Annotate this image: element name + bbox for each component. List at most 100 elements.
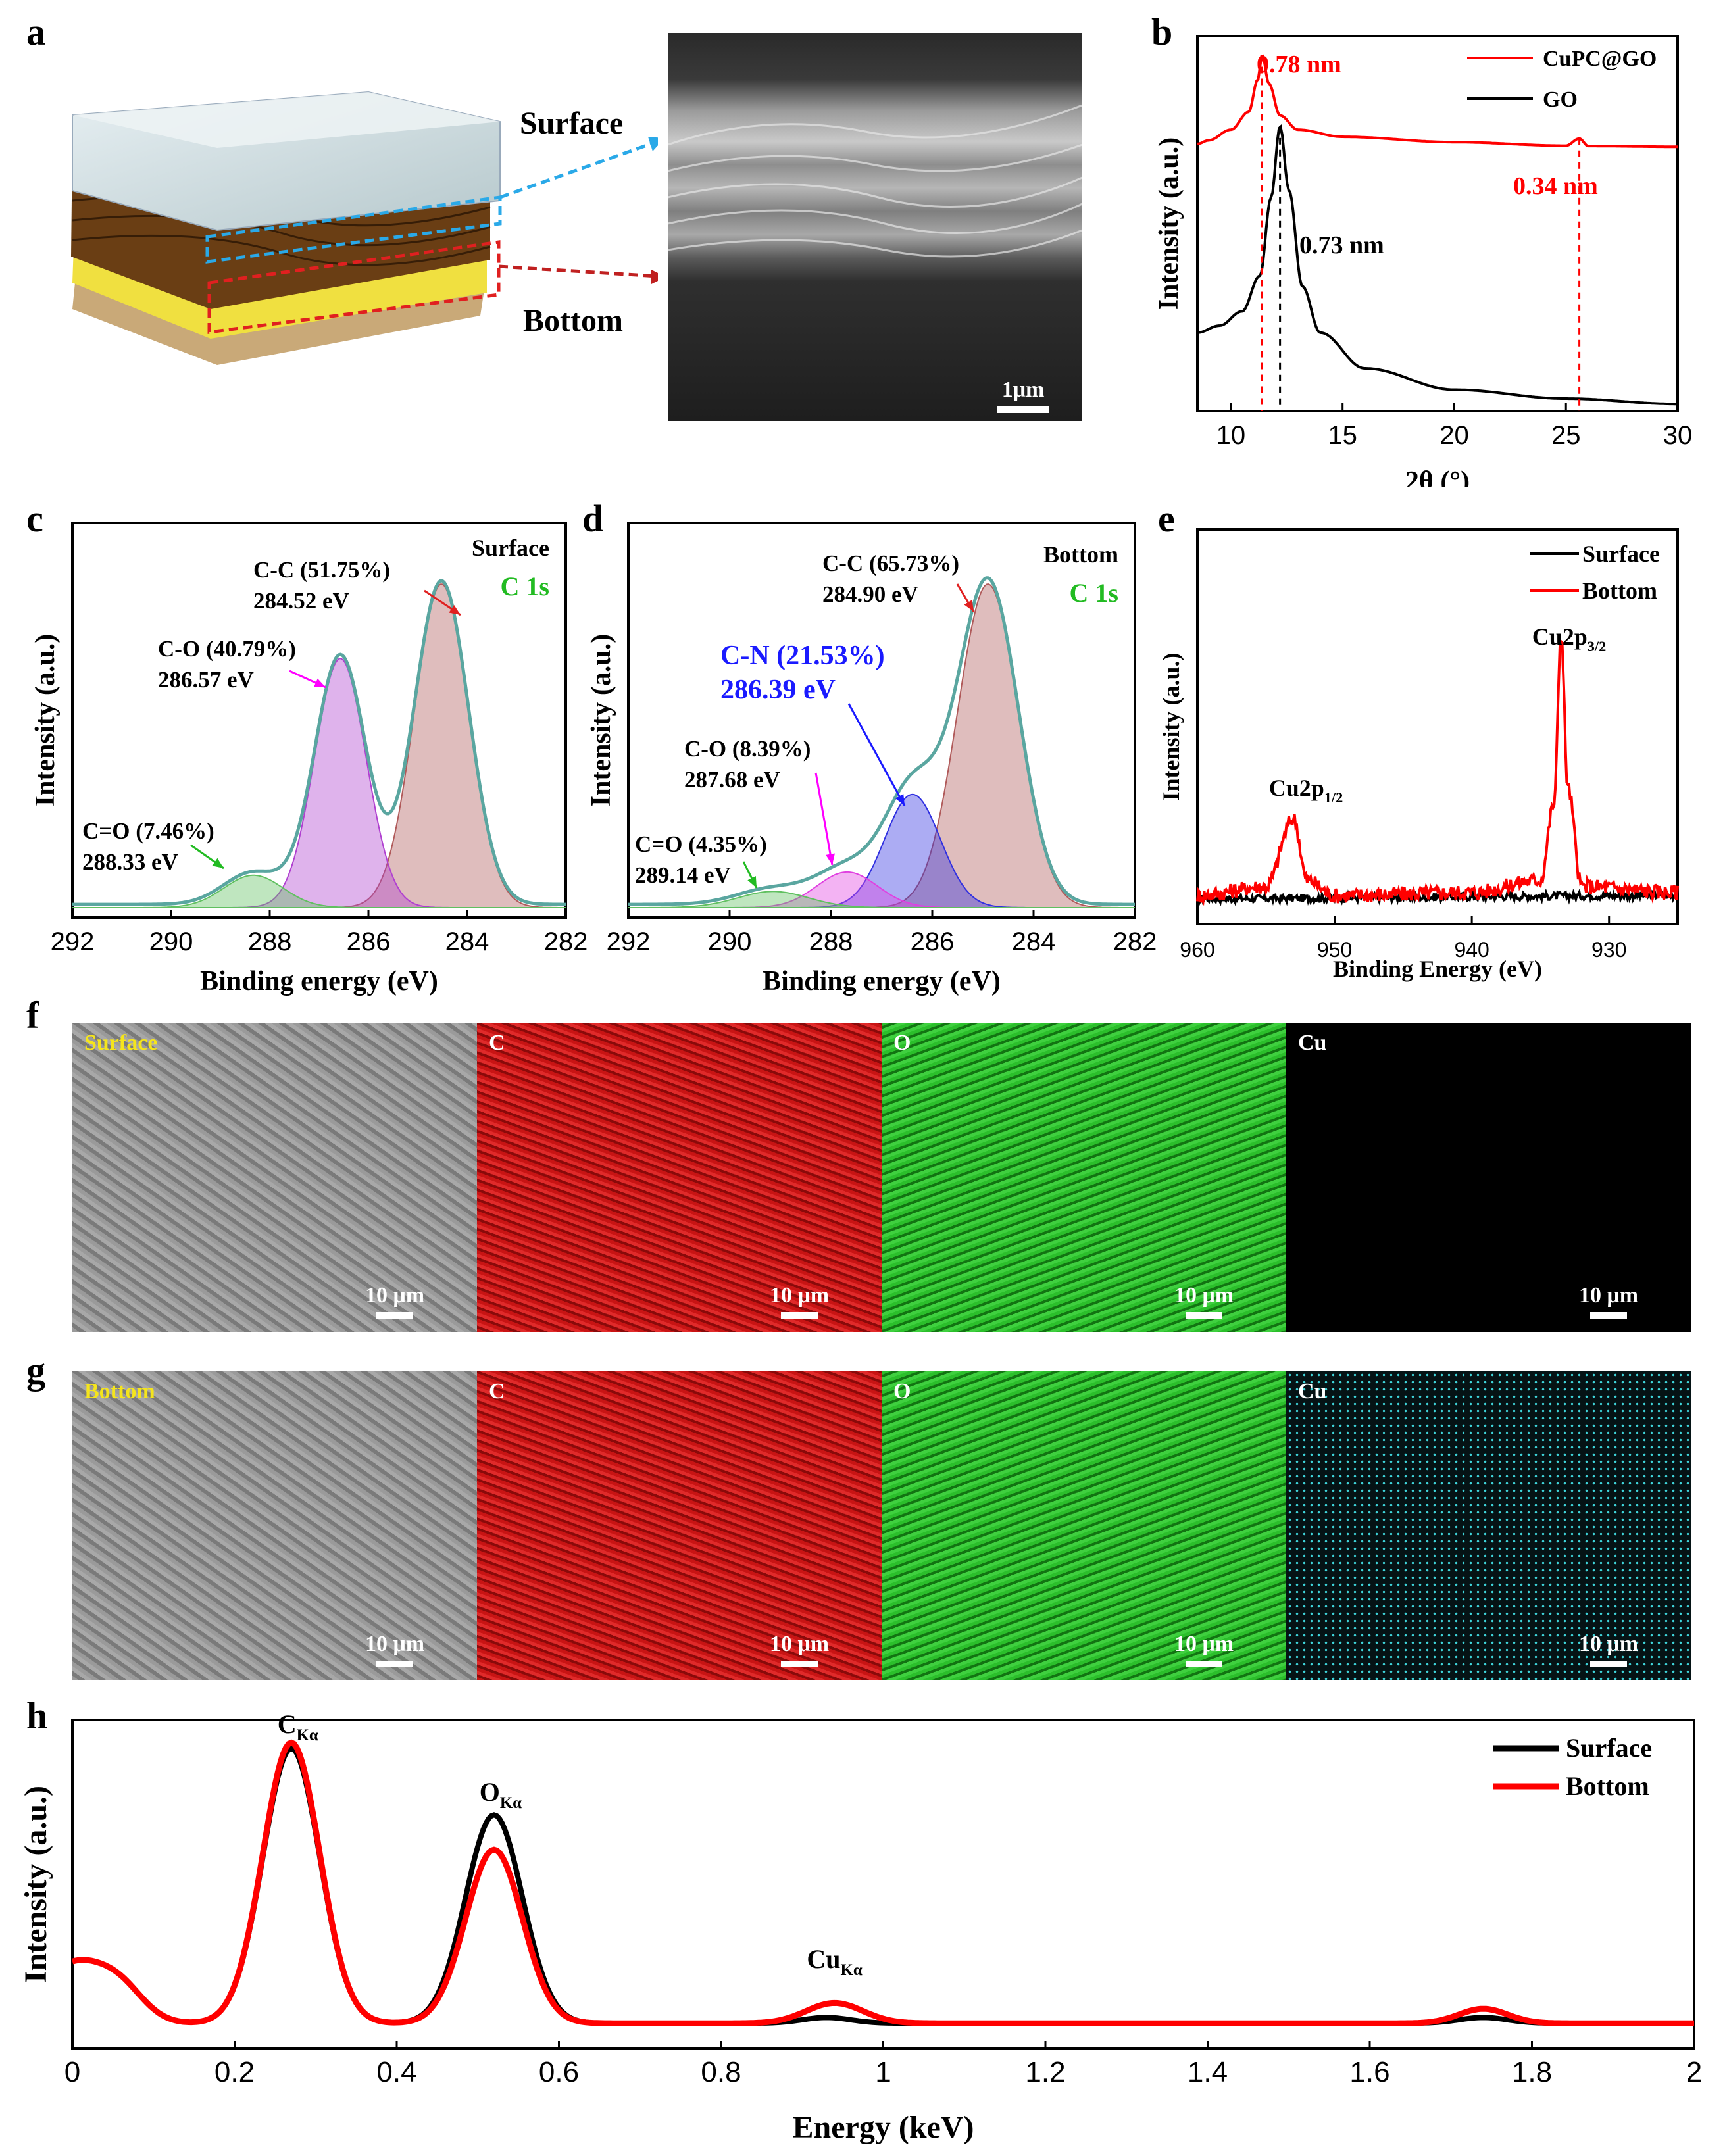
peak-percent: (40.79%) [206, 636, 296, 662]
x-tick-label: 290 [149, 927, 193, 956]
x-tick-label: 0 [64, 2056, 80, 2088]
plot-frame [1196, 528, 1679, 925]
eds-scale-bar: 10 μm [747, 1283, 852, 1319]
x-axis-label: Energy (keV) [793, 2110, 974, 2145]
peak-arrowhead-2 [212, 858, 224, 868]
x-tick-label: 1.2 [1025, 2056, 1065, 2088]
x-tick-label: 0.2 [214, 2056, 255, 2088]
eds-map-label: Bottom [84, 1379, 155, 1404]
peak-arrow-1 [847, 703, 906, 806]
peak-percent: (8.39%) [732, 736, 811, 762]
x-tick-label: 292 [607, 927, 651, 956]
scale-bar-text: 10 μm [1578, 1632, 1639, 1656]
peak-arrowhead-0 [449, 604, 461, 615]
series-line-CuPC@GO [1197, 54, 1678, 149]
panel-label-c: c [26, 497, 43, 540]
eds-map-f-c: C 10 μm [477, 1023, 882, 1332]
bottom-region-frame [207, 240, 501, 334]
peak-label-2: C=O (7.46%) [82, 818, 214, 844]
peak-name: C-C [253, 557, 300, 583]
eds-peak-label-C-sub: Kα [297, 1727, 318, 1744]
plot-frame [627, 522, 1136, 919]
scale-bar-text: 10 μm [364, 1283, 425, 1308]
x-tick-label: 1 [875, 2056, 891, 2088]
eds-peak-label-O-sub: Kα [500, 1794, 522, 1812]
cross-section-sem-image: 1μm [668, 33, 1082, 421]
legend-label: CuPC@GO [1543, 47, 1657, 71]
peak-arrowhead-0 [964, 600, 974, 612]
eds-map-g-o: O 10 μm [882, 1371, 1286, 1680]
peak-percent: (7.46%) [136, 818, 214, 844]
peak-annotation: 0.78 nm [1257, 51, 1341, 78]
x-tick-label: 940 [1454, 938, 1489, 962]
x-tick-label: 15 [1328, 421, 1357, 450]
peak-arrowhead-1 [314, 678, 326, 687]
y-axis-label: Intensity (a.u.) [18, 1786, 53, 1983]
y-axis-label: Intensity (a.u.) [1158, 652, 1184, 800]
peak-name: C-N [720, 641, 776, 671]
eds-map-g-cu: Cu 10 μm [1286, 1371, 1691, 1680]
panel-b-xrd-chart: 10 15 20 25 30 2θ (°) Intensity (a.u.) 0.78 nm 0… [1154, 35, 1693, 487]
panel-label-d: d [582, 497, 604, 540]
peak-energy-0: 284.52 eV [253, 588, 349, 614]
eds-map-label: O [893, 1031, 911, 1055]
eds-scale-bar: 10 μm [1151, 1632, 1257, 1667]
peak-energy-2: 287.68 eV [684, 767, 780, 793]
eds-map-label: C [489, 1031, 505, 1055]
x-tick-label: 284 [1012, 927, 1056, 956]
peak-name: C=O [635, 831, 688, 857]
legend-label: Bottom [1566, 1771, 1649, 1801]
eds-peak-label-Cu-main: Cu [807, 1944, 840, 1974]
peak-label-3: C=O (4.35%) [635, 831, 767, 857]
plot-frame [71, 522, 567, 919]
eds-map-label: Surface [84, 1031, 158, 1055]
x-tick-label: 288 [248, 927, 292, 956]
legend-label: Surface [1582, 541, 1660, 567]
spectrum-title: C 1s [501, 572, 549, 601]
peak-energy-1: 286.39 eV [720, 675, 836, 705]
peak-percent: (65.73%) [869, 551, 959, 576]
peak-percent: (4.35%) [688, 831, 767, 857]
x-tick-label: 960 [1180, 938, 1214, 962]
panel-label-b: b [1151, 11, 1173, 53]
x-tick-label: 1.6 [1349, 2056, 1389, 2088]
x-tick-label: 30 [1663, 421, 1693, 450]
scale-bar-text: 10 μm [1174, 1632, 1234, 1656]
peak-percent: (21.53%) [776, 641, 884, 671]
surface-label: Surface [520, 106, 624, 141]
x-tick-label: 282 [1113, 927, 1157, 956]
eds-map-label: Cu [1298, 1379, 1327, 1404]
spectrum-title: C 1s [1070, 578, 1118, 608]
x-tick-label: 0.8 [701, 2056, 741, 2088]
x-tick-label: 292 [51, 927, 95, 956]
x-axis-label: Binding energy (eV) [763, 966, 1001, 996]
x-tick-label: 2 [1686, 2056, 1702, 2088]
panel-c-xps-surface-chart: 292 290 288 286 284 282 Binding energy (eV) Int… [30, 522, 588, 996]
scale-bar-text: 10 μm [769, 1283, 830, 1308]
scale-bar-text: 10 μm [769, 1632, 830, 1656]
x-tick-label: 286 [347, 927, 391, 956]
x-tick-label: 286 [911, 927, 955, 956]
surface-region-frame [205, 195, 502, 264]
eds-scale-bar: 10 μm [1151, 1283, 1257, 1319]
eds-peak-label-Cu-sub: Kα [841, 1961, 863, 1979]
legend-label: GO [1543, 87, 1578, 112]
peak-label-cu2p32-main: Cu2p [1532, 624, 1588, 650]
peak-energy-2: 288.33 eV [82, 849, 178, 875]
eds-map-f-sem: Surface 10 μm [72, 1023, 477, 1332]
eds-scale-bar: 10 μm [1556, 1283, 1661, 1319]
peak-label-cu2p32-sub: 3/2 [1588, 638, 1607, 654]
x-tick-label: 10 [1216, 421, 1246, 450]
x-axis-label: 2θ (°) [1405, 466, 1470, 487]
eds-map-label: Cu [1298, 1031, 1327, 1055]
eds-peak-label-C-main: C [278, 1709, 297, 1739]
x-tick-label: 0.4 [376, 2056, 416, 2088]
x-tick-label: 930 [1591, 938, 1626, 962]
peak-annotation: 0.73 nm [1299, 232, 1384, 259]
eds-map-f-o: O 10 μm [882, 1023, 1286, 1332]
x-tick-label: 290 [708, 927, 752, 956]
series-line-Surface [71, 1745, 1694, 2026]
x-tick-label: 25 [1551, 421, 1581, 450]
eds-map-f-cu: Cu 10 μm [1286, 1023, 1691, 1332]
envelope-line [628, 576, 1135, 906]
